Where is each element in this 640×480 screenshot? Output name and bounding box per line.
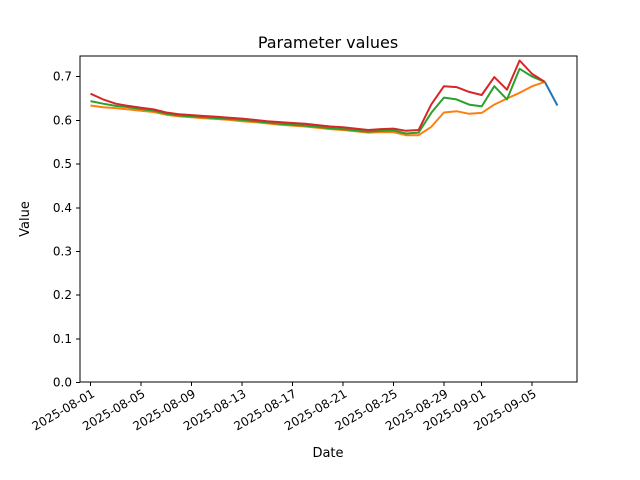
y-ticks: 0.0 0.1 0.2 0.3 0.4 0.5 0.6 0.7 — [53, 70, 80, 390]
y-axis-label: Value — [18, 201, 33, 237]
x-ticks: 2025-08-012025-08-052025-08-092025-08-13… — [30, 382, 539, 433]
y-tick-label: 0.3 — [53, 244, 72, 258]
y-tick-label: 0.4 — [53, 201, 72, 215]
y-tick-label: 0.2 — [53, 288, 72, 302]
y-tick-label: 0.5 — [53, 157, 72, 171]
x-axis-label: Date — [312, 446, 343, 461]
series-green-line — [90, 67, 546, 135]
y-tick-label: 0.6 — [53, 113, 72, 127]
y-tick-label: 0.7 — [53, 70, 72, 84]
series-blue-line — [543, 81, 559, 106]
chart-title: Parameter values — [258, 33, 398, 52]
series-red-line — [90, 59, 546, 132]
y-tick-label: 0.0 — [53, 376, 72, 390]
y-tick-label: 0.1 — [53, 332, 72, 346]
series-lines — [90, 59, 559, 137]
plot-area — [79, 55, 578, 383]
